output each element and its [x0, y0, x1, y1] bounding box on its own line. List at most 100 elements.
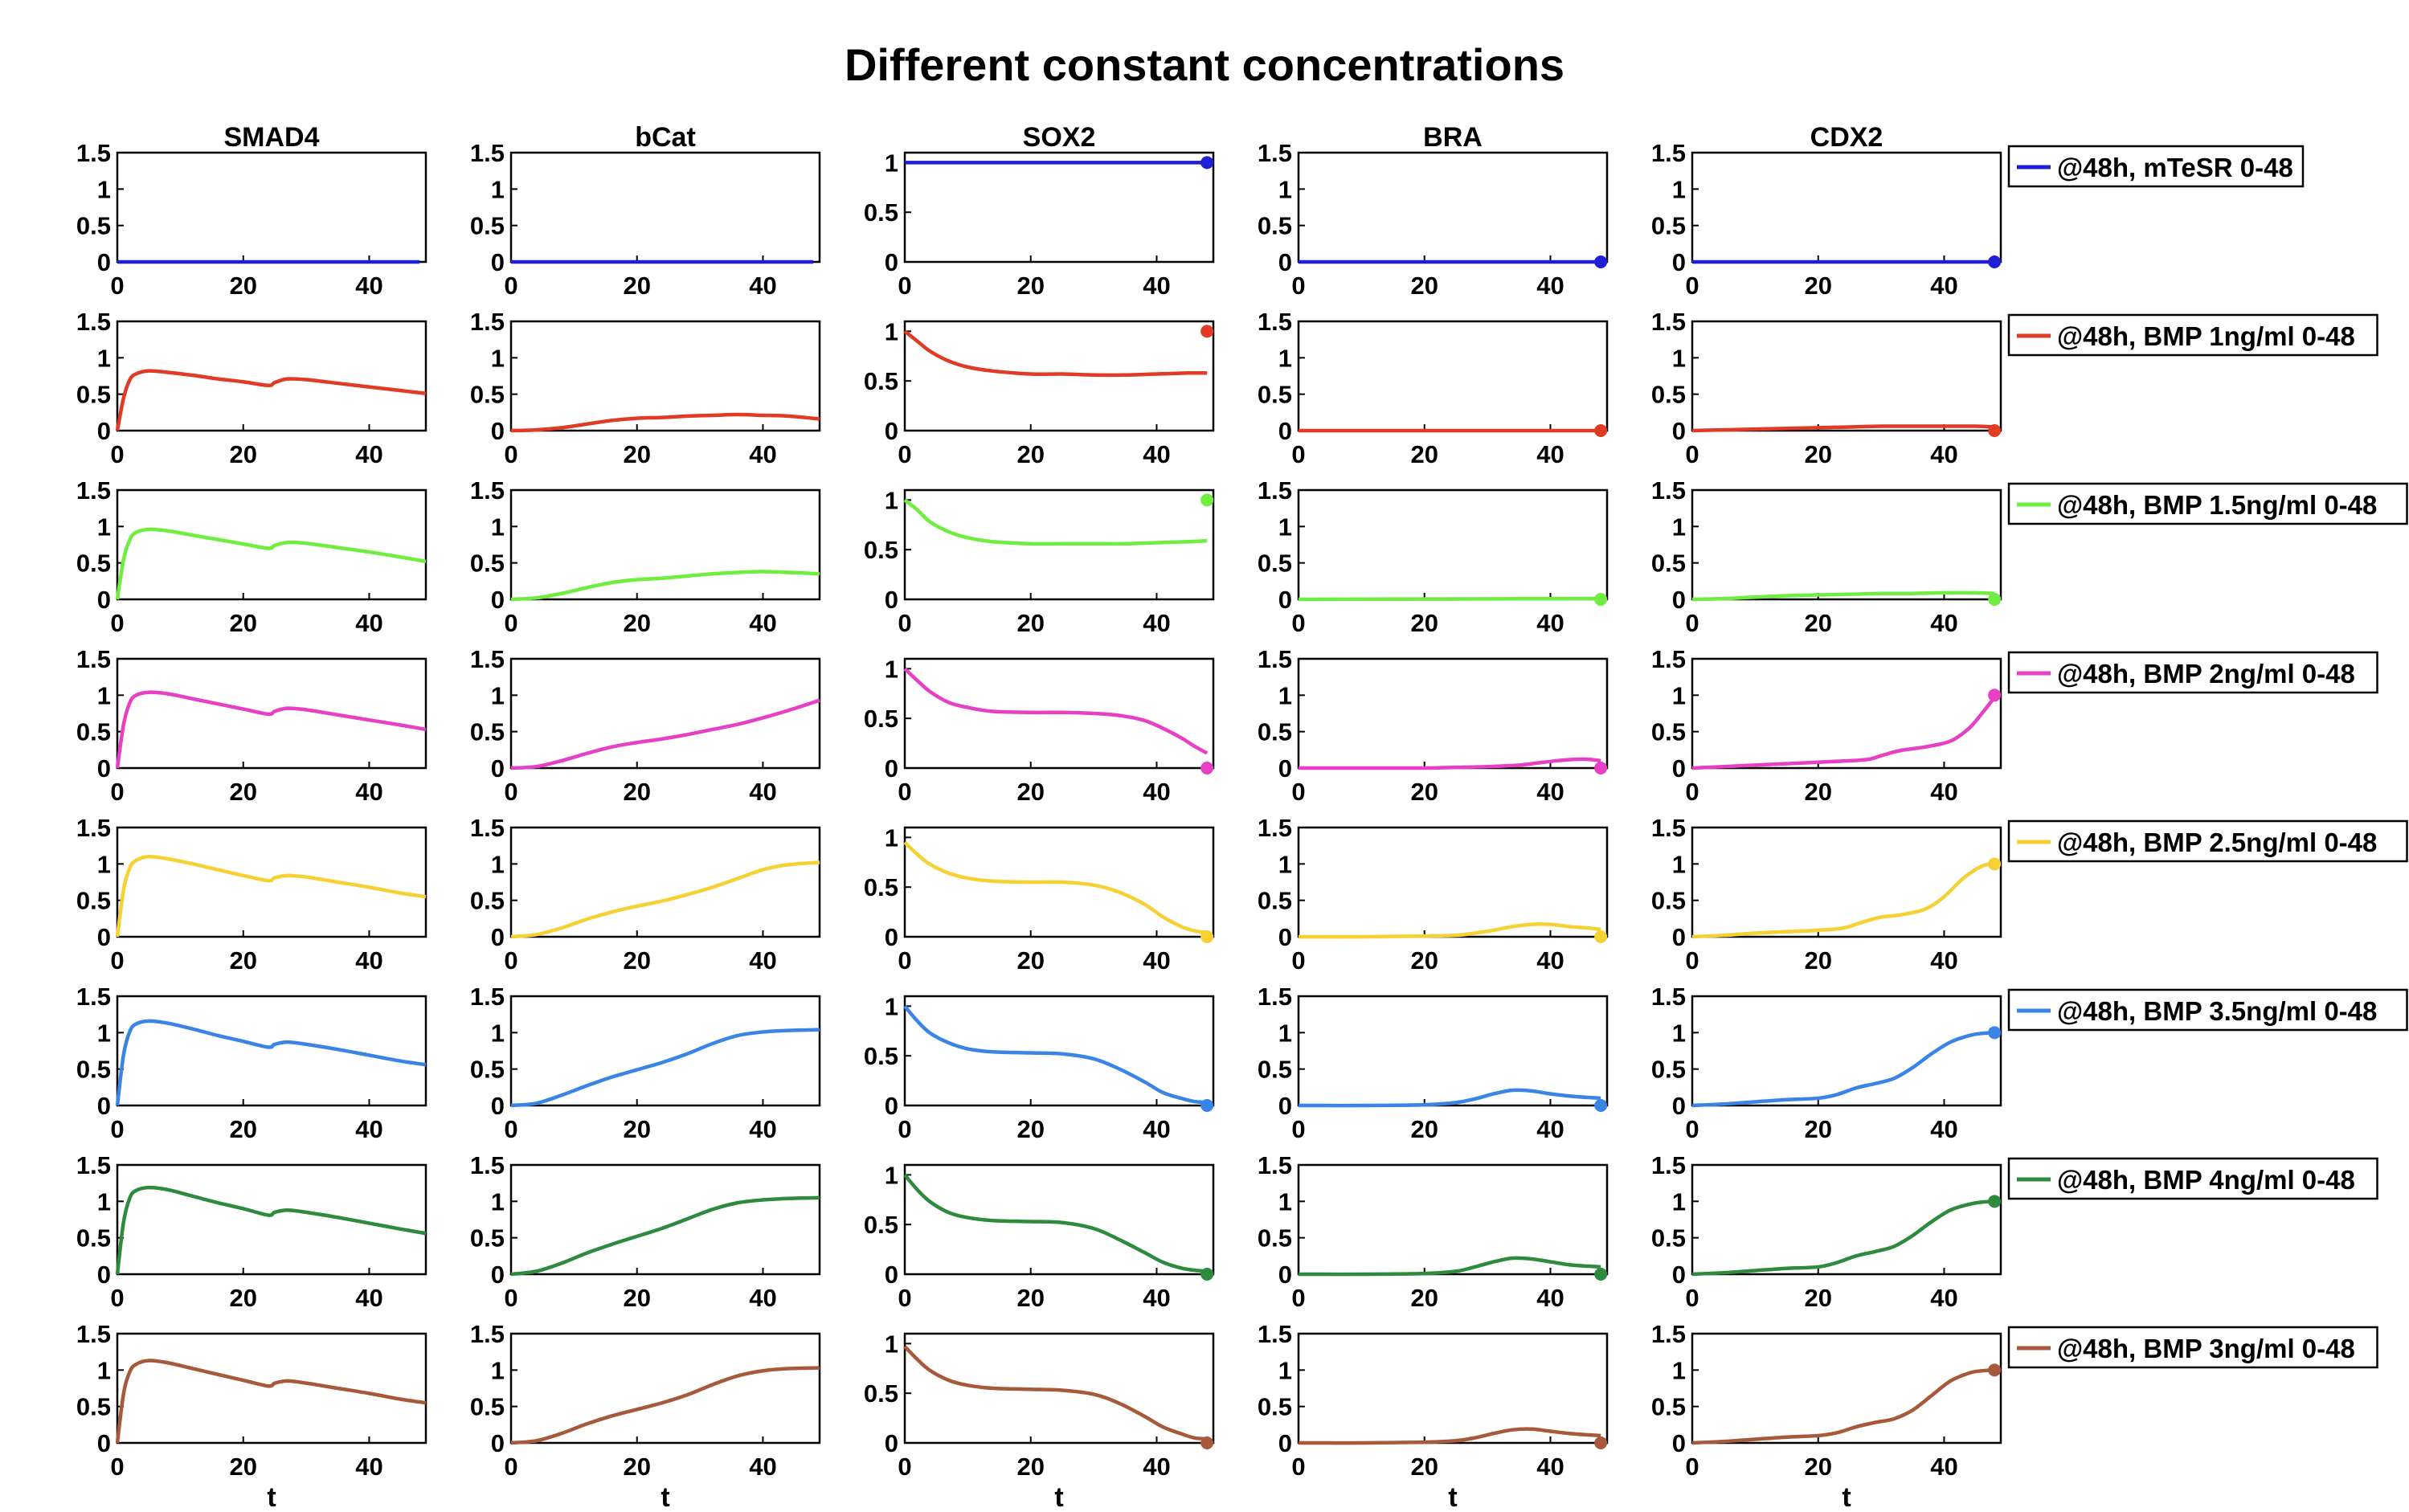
y-tick-label: 1 [97, 344, 111, 372]
x-tick-label: 40 [749, 272, 776, 300]
y-tick-label: 1 [491, 1019, 505, 1047]
legend-row-7: @48h, BMP 4ng/ml 0-48 [2007, 1157, 2378, 1200]
y-tick-label: 1.5 [76, 476, 111, 505]
x-tick-label: 40 [749, 1453, 776, 1481]
x-tick-label: 20 [1410, 1453, 1438, 1481]
x-tick-label: 40 [1143, 1115, 1170, 1143]
panel-frame [903, 1163, 1215, 1276]
panel-smad4-row-7: 0 0.5 1 1.5 0 20 40 [76, 1151, 427, 1312]
x-tick-label: 0 [110, 1115, 124, 1143]
end-marker [1594, 424, 1608, 437]
y-tick-label: 1 [1278, 344, 1292, 372]
panel-frame [903, 320, 1215, 432]
x-tick-label: 0 [504, 1115, 517, 1143]
y-tick-label: 0.5 [470, 550, 505, 578]
y-tick-label: 1 [491, 850, 505, 878]
x-tick-label: 0 [110, 778, 124, 806]
series-line [510, 412, 820, 433]
legend-frame [2007, 145, 2305, 188]
legend-label: @48h, mTeSR 0-48 [2057, 153, 2293, 182]
y-tick-label: 0 [1278, 1092, 1292, 1120]
series-line [1298, 1256, 1601, 1277]
y-tick-label: 1 [97, 1187, 111, 1216]
x-tick-label: 0 [1685, 440, 1699, 468]
y-tick-label: 1 [97, 850, 111, 878]
x-tick-label: 20 [1016, 440, 1044, 468]
end-marker [1200, 1436, 1214, 1449]
y-tick-label: 1 [97, 175, 111, 203]
y-tick-label: 0.5 [470, 212, 505, 240]
x-tick-label: 0 [504, 609, 517, 637]
y-tick-label: 1.5 [1258, 476, 1292, 505]
y-tick-label: 0.5 [470, 887, 505, 915]
legend-frame [2007, 819, 2408, 863]
end-marker [1594, 1436, 1608, 1449]
x-tick-label: 0 [110, 1453, 124, 1481]
panel-frame [903, 995, 1215, 1107]
end-marker [1594, 1268, 1608, 1281]
x-axis-label: t [267, 1482, 276, 1512]
y-tick-label: 0.5 [76, 887, 111, 915]
x-tick-label: 40 [749, 946, 776, 975]
x-tick-label: 20 [1410, 1284, 1438, 1312]
y-tick-label: 1.5 [470, 476, 505, 505]
y-tick-label: 0 [1672, 586, 1686, 614]
legend-frame [2007, 1326, 2378, 1369]
panel-frame [1691, 826, 2002, 938]
series-line [1298, 1427, 1601, 1445]
x-tick-label: 20 [623, 440, 650, 468]
panel-cdx2-row-3: 0 0.5 1 1.5 0 20 40 [1651, 476, 2002, 637]
x-tick-label: 0 [1685, 609, 1699, 637]
x-tick-label: 20 [1016, 1453, 1044, 1481]
x-tick-label: 40 [1930, 778, 1957, 806]
y-tick-label: 0 [1672, 1092, 1686, 1120]
panel-frame [1297, 826, 1609, 938]
end-marker [1988, 689, 2002, 702]
x-tick-label: 40 [1930, 272, 1957, 300]
x-tick-label: 20 [229, 609, 256, 637]
legend-label: @48h, BMP 2.5ng/ml 0-48 [2057, 828, 2377, 857]
y-tick-label: 1 [491, 681, 505, 709]
panel-cdx2-row-7: 0 0.5 1 1.5 0 20 40 [1651, 1151, 2002, 1312]
y-tick-label: 0 [97, 417, 111, 445]
y-tick-label: 1 [1672, 513, 1686, 541]
x-tick-label: 40 [355, 272, 382, 300]
y-tick-label: 0 [885, 586, 898, 614]
x-tick-label: 20 [1016, 778, 1044, 806]
y-tick-label: 0 [491, 248, 505, 276]
x-tick-label: 0 [1291, 272, 1305, 300]
x-axis-label: t [1842, 1482, 1851, 1512]
panel-frame [509, 995, 821, 1107]
end-marker [1200, 325, 1214, 338]
x-tick-label: 0 [898, 1284, 911, 1312]
x-tick-label: 0 [1291, 946, 1305, 975]
panel-frame [903, 488, 1215, 601]
y-tick-label: 0 [1672, 923, 1686, 951]
y-tick-label: 0.5 [1258, 212, 1292, 240]
x-tick-label: 20 [1410, 609, 1438, 637]
y-tick-label: 0 [885, 923, 898, 951]
panel-sox2-row-2: 0 0.5 1 0 20 40 [864, 317, 1215, 468]
x-tick-label: 20 [1804, 778, 1831, 806]
end-marker [1988, 1363, 2002, 1377]
x-tick-label: 40 [1930, 1284, 1957, 1312]
panel-frame [1297, 995, 1609, 1107]
y-tick-label: 1.5 [470, 308, 505, 336]
x-tick-label: 40 [355, 946, 382, 975]
x-tick-label: 40 [749, 609, 776, 637]
x-tick-label: 20 [1410, 1115, 1438, 1143]
end-marker [1200, 1099, 1214, 1112]
y-tick-label: 1 [491, 344, 505, 372]
panel-frame [1691, 488, 2002, 601]
series-line [1691, 1368, 1995, 1445]
x-tick-label: 40 [1536, 1284, 1564, 1312]
x-tick-label: 40 [749, 440, 776, 468]
x-tick-label: 40 [1536, 778, 1564, 806]
y-tick-label: 1.5 [470, 1320, 505, 1348]
x-tick-label: 40 [1930, 440, 1957, 468]
y-tick-label: 0.5 [864, 873, 898, 901]
x-tick-label: 20 [1410, 440, 1438, 468]
x-tick-label: 0 [504, 440, 517, 468]
